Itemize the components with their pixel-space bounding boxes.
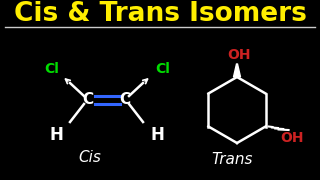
Text: Trans: Trans bbox=[211, 152, 253, 168]
Text: Cl: Cl bbox=[156, 62, 171, 76]
Text: Cis: Cis bbox=[79, 150, 101, 165]
Polygon shape bbox=[234, 64, 241, 77]
Text: C: C bbox=[83, 93, 93, 107]
Text: H: H bbox=[49, 126, 63, 144]
Text: C: C bbox=[119, 93, 131, 107]
Text: OH: OH bbox=[227, 48, 251, 62]
Text: Cl: Cl bbox=[44, 62, 60, 76]
Text: H: H bbox=[150, 126, 164, 144]
Text: Cis & Trans Isomers: Cis & Trans Isomers bbox=[13, 1, 307, 27]
Text: OH: OH bbox=[280, 132, 303, 145]
